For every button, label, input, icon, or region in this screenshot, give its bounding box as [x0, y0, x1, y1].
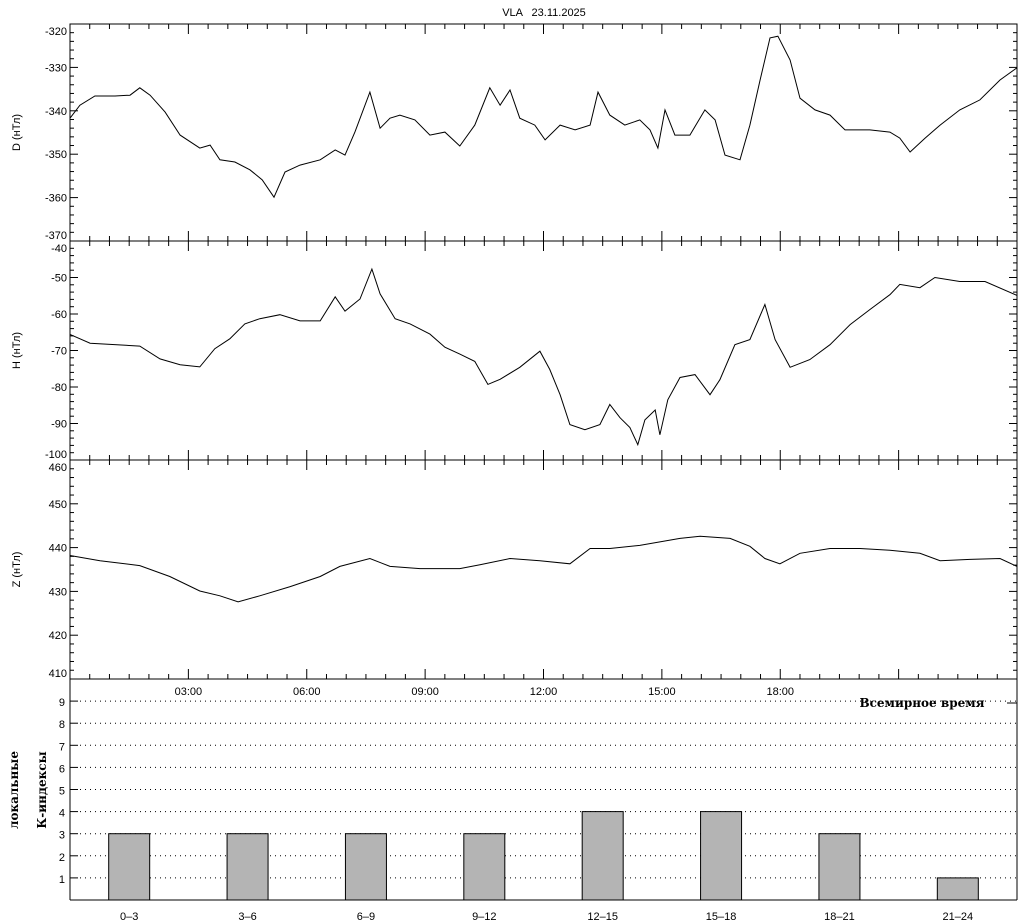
k-index-bar: [108, 833, 151, 901]
x-tick-label: 03:00: [175, 686, 203, 698]
k-index-bar: [936, 877, 979, 901]
y-tick-label: 1: [59, 874, 65, 886]
y-tick-label: 6: [59, 763, 65, 775]
x-tick-label: 18:00: [766, 686, 794, 698]
y-tick-label: 2: [59, 852, 65, 864]
y-tick-label: 420: [49, 630, 67, 642]
x-category-label: 18–21: [824, 911, 855, 921]
panel-frame: [69, 240, 1018, 461]
x-category-label: 6–9: [357, 911, 375, 921]
y-tick-label: 410: [49, 668, 67, 680]
x-tick-label: 06:00: [293, 686, 321, 698]
k-index-bar: [463, 833, 506, 901]
y-tick-label: 8: [59, 719, 65, 731]
y-tick-label: -360: [45, 193, 67, 205]
chart-title: VLA 23.11.2025: [502, 7, 586, 19]
y-tick-label: 440: [49, 543, 67, 555]
y-tick-label: -90: [51, 419, 67, 431]
x-category-label: 12–15: [587, 911, 618, 921]
x-category-label: 21–24: [943, 911, 974, 921]
x-category-label: 15–18: [706, 911, 737, 921]
x-axis-label: Всемирное время: [859, 696, 984, 710]
panel-frame: [69, 23, 1018, 242]
series-line-z: [69, 535, 1018, 603]
y-tick-label: -50: [51, 273, 67, 285]
x-category-label: 0–3: [120, 911, 138, 921]
y-tick-label: -70: [51, 346, 67, 358]
y-tick-label: -40: [51, 243, 67, 255]
series-line-h: [69, 267, 1018, 447]
y-axis-label: D (нТл): [11, 114, 23, 151]
series-line-d: [69, 35, 1018, 199]
y-tick-label: -100: [45, 449, 67, 461]
y-axis-label: локальные: [7, 751, 21, 829]
y-tick-label: 460: [49, 462, 67, 474]
x-tick-label: 12:00: [530, 686, 558, 698]
y-tick-label: -350: [45, 149, 67, 161]
y-tick-label: 9: [59, 697, 65, 709]
x-tick-label: 09:00: [411, 686, 439, 698]
y-axis-label: H (нТл): [11, 332, 23, 369]
y-tick-label: -370: [45, 230, 67, 242]
y-tick-label: 3: [59, 830, 65, 842]
y-tick-label: -80: [51, 382, 67, 394]
k-index-bar: [700, 811, 743, 901]
y-tick-label: -330: [45, 62, 67, 74]
y-tick-label: 4: [59, 808, 65, 820]
y-axis-label: Z (нТл): [11, 552, 23, 588]
y-tick-label: -340: [45, 106, 67, 118]
y-tick-label: 450: [49, 499, 67, 511]
y-tick-label: 5: [59, 786, 65, 798]
y-axis-label: К-индексы: [35, 751, 49, 828]
x-tick-label: 15:00: [648, 686, 676, 698]
y-tick-label: -320: [45, 26, 67, 38]
k-index-bar: [818, 833, 861, 901]
x-category-label: 9–12: [472, 911, 496, 921]
panel-frame: [69, 459, 1018, 680]
y-tick-label: 7: [59, 741, 65, 753]
x-category-label: 3–6: [238, 911, 256, 921]
y-tick-label: 430: [49, 586, 67, 598]
k-index-bar: [344, 833, 387, 901]
k-index-bar: [581, 811, 624, 901]
k-index-bar: [226, 833, 269, 901]
y-tick-label: -60: [51, 309, 67, 321]
